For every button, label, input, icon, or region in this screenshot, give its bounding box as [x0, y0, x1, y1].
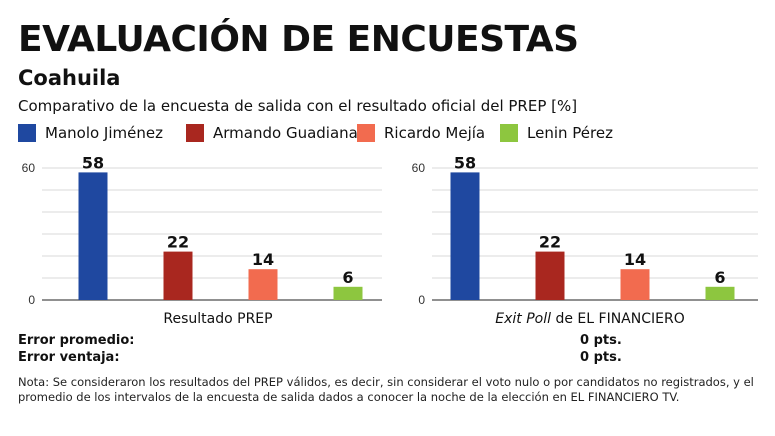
bar-value-label: 22	[539, 233, 561, 252]
legend-swatch	[186, 124, 204, 142]
error-promedio-label: Error promedio:	[18, 333, 135, 348]
legend: Manolo Jiménez Armando Guadiana Ricardo …	[18, 124, 758, 142]
legend-swatch	[500, 124, 518, 142]
x-axis-label: Resultado PREP	[163, 311, 272, 327]
legend-item-manolo-jimenez: Manolo Jiménez	[18, 124, 163, 142]
legend-label: Armando Guadiana	[213, 123, 358, 142]
error-ventaja-label: Error ventaja:	[18, 350, 120, 365]
page-subtitle: Coahuila	[18, 66, 121, 90]
bar	[78, 172, 108, 300]
y-tick-label: 0	[28, 293, 35, 307]
y-tick-label: 0	[418, 293, 425, 307]
x-axis-label: Exit Poll de EL FINANCIERO	[495, 311, 684, 327]
bar	[705, 286, 735, 300]
legend-label: Lenin Pérez	[527, 123, 613, 142]
legend-swatch	[18, 124, 36, 142]
error-ventaja-value: 0 pts.	[580, 350, 622, 365]
legend-swatch	[357, 124, 375, 142]
bar-value-label: 6	[342, 268, 353, 287]
legend-label: Manolo Jiménez	[45, 123, 163, 142]
bar	[248, 269, 278, 300]
bar	[620, 269, 650, 300]
x-axis-label-rest: de EL FINANCIERO	[551, 311, 685, 327]
legend-item-armando-guadiana: Armando Guadiana	[186, 124, 358, 142]
y-tick-label: 60	[412, 161, 426, 175]
x-axis-label-italic: Exit Poll	[495, 311, 551, 327]
page-title: EVALUACIÓN DE ENCUESTAS	[18, 19, 579, 60]
bar	[163, 251, 193, 300]
legend-item-ricardo-mejia: Ricardo Mejía	[357, 124, 485, 142]
bar	[535, 251, 565, 300]
bar-value-label: 6	[714, 268, 725, 287]
error-promedio-value: 0 pts.	[580, 333, 622, 348]
legend-label: Ricardo Mejía	[384, 123, 486, 142]
bar-value-label: 58	[454, 153, 476, 172]
chart-description: Comparativo de la encuesta de salida con…	[18, 97, 578, 115]
bar-value-label: 22	[167, 233, 189, 252]
bar	[333, 286, 363, 300]
y-tick-label: 60	[22, 161, 36, 175]
footnote: Nota: Se consideraron los resultados del…	[18, 375, 754, 404]
bar-value-label: 58	[82, 153, 104, 172]
bar	[450, 172, 480, 300]
legend-item-lenin-perez: Lenin Pérez	[500, 124, 613, 142]
bar-value-label: 14	[624, 250, 646, 269]
bar-value-label: 14	[252, 250, 274, 269]
